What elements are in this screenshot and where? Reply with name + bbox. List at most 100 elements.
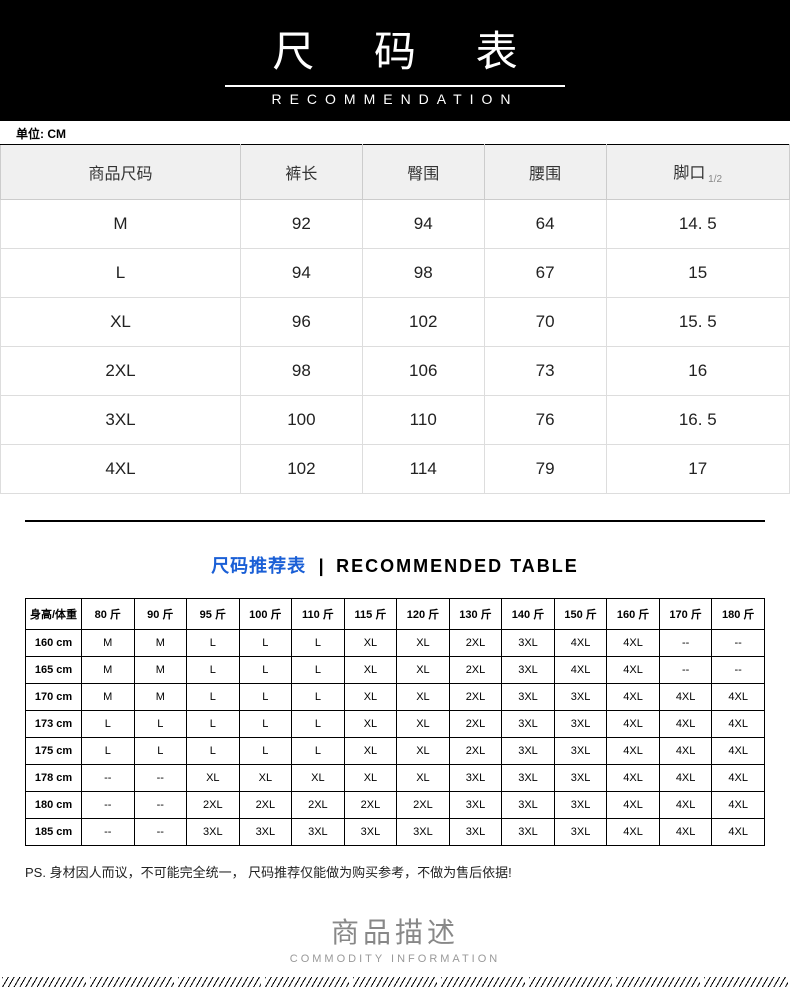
rec-table-cell: 3XL (502, 765, 555, 792)
rec-table-cell: -- (82, 819, 135, 846)
size-table-cell: 98 (240, 347, 362, 396)
ps-note: PS. 身材因人而议，不可能完全统一， 尺码推荐仅能做为购买参考，不做为售后依据… (25, 862, 765, 881)
size-table-cell: 15. 5 (606, 298, 790, 347)
size-table-row: 3XL1001107616. 5 (1, 396, 790, 445)
rec-table-cell: L (187, 711, 240, 738)
rec-table-rowhead: 175 cm (26, 738, 82, 765)
rec-table-cell: 3XL (554, 792, 607, 819)
rec-table-cell: L (187, 738, 240, 765)
rec-table-header: 95 斤 (187, 599, 240, 630)
size-table-cell: 14. 5 (606, 200, 790, 249)
rec-table-row: 170 cmMMLLLXLXL2XL3XL3XL4XL4XL4XL (26, 684, 765, 711)
rec-table-rowhead: 185 cm (26, 819, 82, 846)
desc-header-en: COMMODITY INFORMATION (0, 953, 790, 965)
size-table-header: 商品尺码 (1, 145, 241, 200)
rec-table-row: 178 cm----XLXLXLXLXL3XL3XL3XL4XL4XL4XL (26, 765, 765, 792)
rec-table-rowhead: 165 cm (26, 657, 82, 684)
rec-table-cell: L (292, 711, 345, 738)
unit-label: 单位: CM (0, 121, 790, 144)
size-table-cell: 2XL (1, 347, 241, 396)
banner-title: 尺 码 表 (0, 18, 790, 79)
rec-table-cell: L (187, 657, 240, 684)
rec-table-cell: XL (397, 711, 450, 738)
rec-table-cell: 3XL (502, 630, 555, 657)
rec-table-cell: 2XL (449, 630, 502, 657)
size-table-cell: 98 (362, 249, 484, 298)
rec-table-rowhead: 180 cm (26, 792, 82, 819)
rec-table-cell: 4XL (607, 630, 660, 657)
size-table-cell: 16. 5 (606, 396, 790, 445)
rec-table-cell: L (292, 684, 345, 711)
rec-table-header: 140 斤 (502, 599, 555, 630)
size-table-cell: 94 (240, 249, 362, 298)
rec-table-header: 110 斤 (292, 599, 345, 630)
rec-table-cell: 3XL (502, 792, 555, 819)
rec-table-rowhead: 170 cm (26, 684, 82, 711)
rec-table-cell: L (134, 738, 187, 765)
size-table-cell: 76 (484, 396, 606, 445)
rec-header-cn: 尺码推荐表 (211, 556, 306, 576)
size-table-header: 裤长 (240, 145, 362, 200)
rec-table-cell: 4XL (712, 738, 765, 765)
rec-table-cell: 4XL (712, 684, 765, 711)
rec-header-en: RECOMMENDED TABLE (336, 556, 579, 576)
rec-table-header: 身高/体重 (26, 599, 82, 630)
size-table-cell: 92 (240, 200, 362, 249)
rec-table-cell: M (134, 630, 187, 657)
rec-table-cell: XL (397, 738, 450, 765)
rec-table-header: 170 斤 (659, 599, 712, 630)
rec-table-cell: M (82, 657, 135, 684)
size-table-row: L94986715 (1, 249, 790, 298)
rec-table-rowhead: 173 cm (26, 711, 82, 738)
rec-table-header: 130 斤 (449, 599, 502, 630)
rec-table-cell: 3XL (502, 684, 555, 711)
rec-table-cell: 4XL (607, 657, 660, 684)
rec-table-cell: 4XL (712, 765, 765, 792)
size-chart-banner: 尺 码 表 RECOMMENDATION (0, 0, 790, 121)
size-table-cell: 73 (484, 347, 606, 396)
rec-table-cell: 3XL (554, 819, 607, 846)
desc-header-cn: 商品描述 (0, 911, 790, 951)
rec-table-cell: XL (344, 765, 397, 792)
rec-table-cell: 4XL (554, 657, 607, 684)
rec-table-cell: 3XL (554, 765, 607, 792)
rec-table-cell: 3XL (344, 819, 397, 846)
stripe-decoration (0, 977, 790, 987)
product-description-header: 商品描述 COMMODITY INFORMATION (0, 911, 790, 971)
rec-table-cell: XL (344, 657, 397, 684)
rec-table-cell: L (239, 630, 292, 657)
rec-table-cell: XL (292, 765, 345, 792)
rec-table-cell: 2XL (239, 792, 292, 819)
rec-table-cell: 3XL (449, 792, 502, 819)
rec-table-cell: XL (344, 711, 397, 738)
rec-table-cell: 3XL (502, 738, 555, 765)
size-table-cell: 67 (484, 249, 606, 298)
rec-table-cell: 3XL (239, 819, 292, 846)
rec-table-row: 175 cmLLLLLXLXL2XL3XL3XL4XL4XL4XL (26, 738, 765, 765)
rec-table-cell: 3XL (449, 819, 502, 846)
rec-table-cell: L (82, 711, 135, 738)
rec-table-cell: XL (344, 684, 397, 711)
size-table-cell: 102 (240, 445, 362, 494)
rec-table-cell: M (82, 684, 135, 711)
rec-table-cell: -- (82, 765, 135, 792)
size-table-row: M92946414. 5 (1, 200, 790, 249)
rec-table-row: 160 cmMMLLLXLXL2XL3XL4XL4XL---- (26, 630, 765, 657)
size-table-cell: M (1, 200, 241, 249)
size-table-cell: 96 (240, 298, 362, 347)
size-table-row: 2XL981067316 (1, 347, 790, 396)
size-table-cell: 106 (362, 347, 484, 396)
rec-table-cell: 4XL (607, 765, 660, 792)
rec-table-cell: 3XL (292, 819, 345, 846)
size-table-cell: 15 (606, 249, 790, 298)
rec-table-cell: 4XL (712, 792, 765, 819)
rec-table-cell: 3XL (554, 711, 607, 738)
size-table-cell: 102 (362, 298, 484, 347)
rec-table-cell: 4XL (607, 711, 660, 738)
rec-table-cell: M (82, 630, 135, 657)
rec-table-header: 80 斤 (82, 599, 135, 630)
size-table-cell: L (1, 249, 241, 298)
size-table-cell: 16 (606, 347, 790, 396)
rec-table-cell: 4XL (712, 711, 765, 738)
rec-table-header: 115 斤 (344, 599, 397, 630)
